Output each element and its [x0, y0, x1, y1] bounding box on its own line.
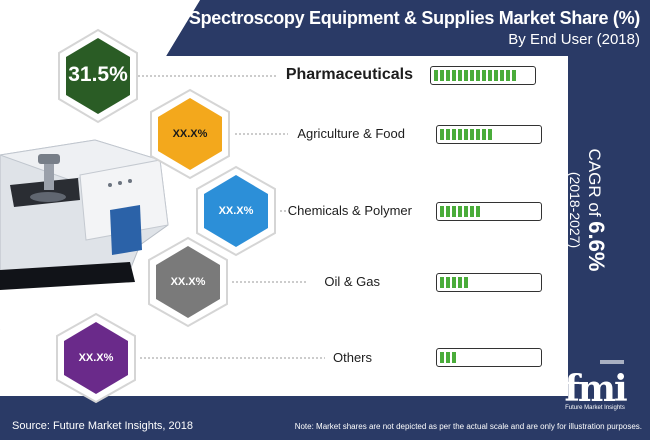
bar-fill-agriculture-food — [440, 129, 492, 140]
bar-segment — [440, 129, 444, 140]
bar-segment — [458, 277, 462, 288]
bar-segment — [446, 352, 450, 363]
bar-segment — [440, 352, 444, 363]
bar-segment — [452, 129, 456, 140]
bar-segment — [470, 70, 474, 81]
hexagon-oil-gas — [148, 236, 228, 328]
value-label-agriculture-food: XX.X% — [172, 128, 208, 140]
bar-fill-pharmaceuticals — [434, 70, 516, 81]
value-label-others: XX.X% — [78, 352, 114, 364]
category-label-pharmaceuticals: Pharmaceuticals — [285, 66, 413, 83]
fmi-logo-tagline: Future Market Insights — [565, 405, 625, 411]
fmi-logo: fmi — [564, 368, 627, 410]
bar-segment — [452, 277, 456, 288]
source-note: Source: Future Market Insights, 2018 — [12, 420, 193, 432]
value-label-oil-gas: XX.X% — [170, 276, 206, 288]
cagr-period: (2018-2027) — [567, 171, 583, 249]
bar-segment — [440, 277, 444, 288]
bar-segment — [500, 70, 504, 81]
bar-segment — [464, 70, 468, 81]
bar-segment — [506, 70, 510, 81]
bar-segment — [476, 129, 480, 140]
cagr-callout: CAGR of 6.6% (2018-2027) — [528, 140, 648, 280]
bar-segment — [458, 70, 462, 81]
bar-fill-oil-gas — [440, 277, 468, 288]
bar-segment — [494, 70, 498, 81]
bar-segment — [476, 206, 480, 217]
disclaimer-note: Note: Market shares are not depicted as … — [294, 422, 642, 431]
bar-segment — [464, 277, 468, 288]
bar-segment — [488, 70, 492, 81]
bar-segment — [476, 70, 480, 81]
bar-frame-oil-gas — [436, 273, 542, 292]
category-label-others: Others — [332, 350, 372, 365]
bar-segment — [464, 129, 468, 140]
category-label-chemicals-polymer: Chemicals & Polymer — [287, 203, 412, 218]
bar-fill-chemicals-polymer — [440, 206, 480, 217]
hexagon-chemicals-polymer — [196, 165, 276, 257]
bar-segment — [440, 70, 444, 81]
bar-segment — [464, 206, 468, 217]
spectrometer-image — [0, 139, 169, 290]
chart-title: Spectroscopy Equipment & Supplies Market… — [188, 8, 640, 28]
chart-subtitle: By End User (2018) — [508, 31, 640, 48]
bar-frame-chemicals-polymer — [436, 202, 542, 221]
bar-segment — [482, 70, 486, 81]
bar-frame-others — [436, 348, 542, 367]
bar-segment — [458, 206, 462, 217]
value-label-chemicals-polymer: XX.X% — [218, 205, 254, 217]
bar-segment — [440, 206, 444, 217]
bar-segment — [434, 70, 438, 81]
bar-segment — [452, 70, 456, 81]
hexagon-pharmaceuticals — [58, 28, 138, 124]
bar-segment — [488, 129, 492, 140]
category-label-oil-gas: Oil & Gas — [324, 274, 380, 289]
bar-fill-others — [440, 352, 456, 363]
bar-frame-agriculture-food — [436, 125, 542, 144]
category-label-agriculture-food: Agriculture & Food — [297, 126, 405, 141]
bar-segment — [512, 70, 516, 81]
bar-segment — [458, 129, 462, 140]
fmi-logo-mark — [600, 360, 624, 364]
bar-segment — [446, 277, 450, 288]
bar-segment — [470, 206, 474, 217]
value-label-pharmaceuticals: 31.5% — [68, 63, 128, 86]
bar-segment — [470, 129, 474, 140]
hexagon-others — [56, 312, 136, 404]
bar-frame-pharmaceuticals — [430, 66, 536, 85]
cagr-prefix: CAGR of — [585, 148, 604, 222]
bar-segment — [446, 206, 450, 217]
bar-segment — [482, 129, 486, 140]
bar-segment — [452, 352, 456, 363]
bar-segment — [446, 70, 450, 81]
hexagon-agriculture-food — [150, 88, 230, 180]
cagr-value: 6.6% — [584, 221, 609, 272]
bar-segment — [452, 206, 456, 217]
bar-segment — [446, 129, 450, 140]
